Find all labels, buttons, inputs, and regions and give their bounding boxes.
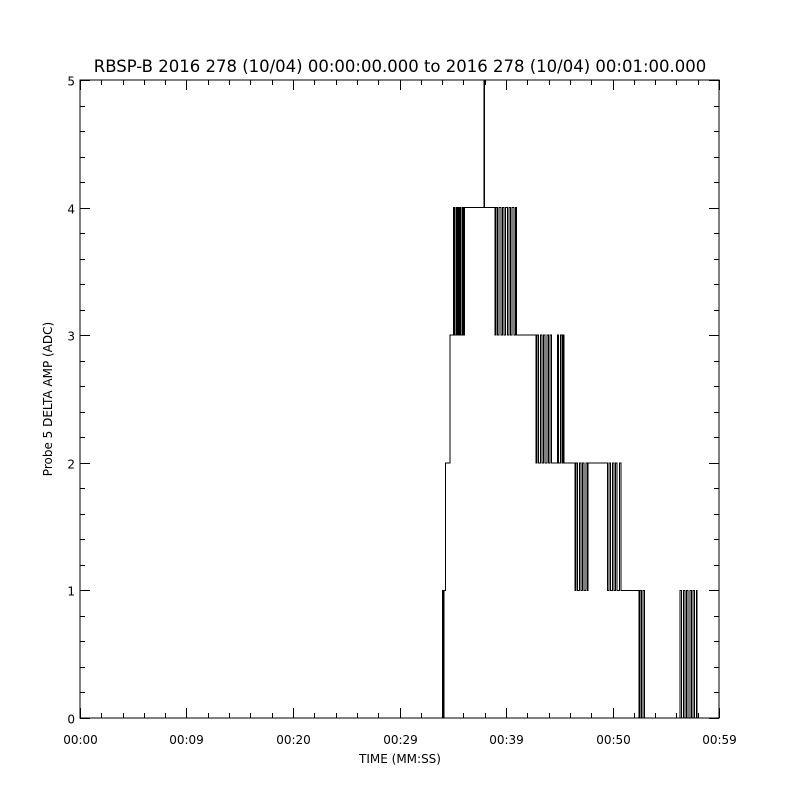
x-tick-label: 00:29 [383, 733, 418, 747]
x-tick-label: 00:39 [489, 733, 524, 747]
x-tick-label: 00:50 [596, 733, 631, 747]
series-line [440, 79, 698, 719]
y-tick-label: 0 [67, 713, 75, 727]
y-tick-label: 2 [67, 458, 75, 472]
plot-frame [79, 79, 720, 719]
x-axis-label: TIME (MM:SS) [358, 752, 441, 766]
y-tick-label: 3 [67, 330, 75, 344]
chart-title: RBSP-B 2016 278 (10/04) 00:00:00.000 to … [94, 57, 707, 76]
x-tick-label: 00:00 [63, 733, 98, 747]
y-tick-label: 1 [67, 585, 75, 599]
y-tick-label: 4 [67, 203, 75, 217]
y-tick-label: 5 [67, 75, 75, 89]
axis-tick-labels: 00:00 00:09 00:20 00:29 00:39 00:50 00:59 0 1 2 3 4… [63, 75, 737, 748]
axis-ticks [80, 80, 720, 719]
x-tick-label: 00:59 [702, 733, 737, 747]
y-axis-label: Probe 5 DELTA AMP (ADC) [41, 322, 55, 476]
x-tick-label: 00:20 [276, 733, 311, 747]
x-tick-label: 00:09 [169, 733, 204, 747]
